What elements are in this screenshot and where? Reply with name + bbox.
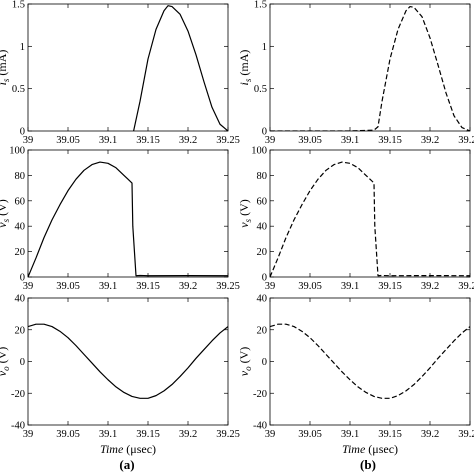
x-tick-label: 39.15 bbox=[136, 135, 160, 146]
x-tick-label: 39.15 bbox=[378, 281, 402, 292]
y-tick-label: 40 bbox=[257, 294, 268, 305]
data-line-0 bbox=[28, 161, 228, 277]
x-tick-label: 39 bbox=[23, 281, 34, 292]
x-tick-label: 39.2 bbox=[179, 135, 197, 146]
y-tick-label: 60 bbox=[15, 196, 26, 207]
y-tick-label: -40 bbox=[11, 421, 25, 432]
x-tick-label: 39.2 bbox=[421, 135, 439, 146]
panel-a-2: 39 39.05 39.1 39.15 39.2 39.25 -40 -20 0 20 40 vo (… bbox=[0, 294, 240, 457]
x-tick-label: 39.2 bbox=[421, 281, 439, 292]
x-tick-label: 39.15 bbox=[378, 135, 402, 146]
y-tick-label: 40 bbox=[15, 222, 26, 233]
y-tick-label: 0 bbox=[20, 127, 25, 138]
y-tick-label: -40 bbox=[253, 421, 267, 432]
x-tick-label: 39.15 bbox=[378, 429, 402, 440]
y-tick-label: 80 bbox=[257, 171, 268, 182]
y-tick-label: 0 bbox=[20, 273, 25, 284]
y-tick-label: 1 bbox=[20, 42, 25, 53]
axes-box bbox=[269, 149, 471, 278]
x-tick-label: 39 bbox=[23, 135, 34, 146]
x-tick-label: 39 bbox=[265, 135, 276, 146]
y-tick-label: 0 bbox=[262, 127, 267, 138]
x-tick-label: 39.05 bbox=[298, 281, 322, 292]
x-axis-label: Time (μsec) bbox=[342, 442, 398, 456]
x-tick-label: 39.25 bbox=[216, 281, 240, 292]
panel-a-1: 39 39.05 39.1 39.15 39.2 39.25 0 20 40 60 80 100 vs … bbox=[0, 146, 240, 293]
x-tick-label: 39.2 bbox=[179, 429, 197, 440]
x-tick-label: 39.25 bbox=[458, 429, 474, 440]
x-tick-label: 39.1 bbox=[99, 429, 117, 440]
x-tick-label: 39.15 bbox=[136, 429, 160, 440]
y-tick-label: 0 bbox=[262, 273, 267, 284]
panel-a-0: 39 39.05 39.1 39.15 39.2 39.25 0 0.5 1 1.5 is (mA) bbox=[0, 0, 240, 146]
y-axis-label: vs (V) bbox=[0, 199, 11, 228]
x-tick-label: 39.15 bbox=[136, 281, 160, 292]
y-tick-label: 40 bbox=[15, 294, 26, 305]
y-tick-label: 40 bbox=[257, 222, 268, 233]
data-line-0 bbox=[133, 5, 228, 131]
x-tick-label: 39.25 bbox=[458, 281, 474, 292]
x-tick-label: 39.1 bbox=[341, 429, 359, 440]
y-axis-label: is (mA) bbox=[0, 50, 11, 86]
panel-b-2: 39 39.05 39.1 39.15 39.2 39.25 -40 -20 0 20 40 vo (… bbox=[237, 294, 474, 457]
y-axis-label: vo (V) bbox=[0, 347, 11, 377]
x-tick-label: 39.05 bbox=[56, 429, 80, 440]
axes-box bbox=[269, 3, 471, 132]
y-tick-label: 100 bbox=[251, 146, 267, 157]
y-tick-label: 20 bbox=[15, 247, 26, 258]
axes-box bbox=[27, 297, 229, 426]
x-tick-label: 39.25 bbox=[458, 135, 474, 146]
x-tick-label: 39.1 bbox=[341, 135, 359, 146]
x-tick-label: 39.05 bbox=[298, 135, 322, 146]
y-tick-label: 20 bbox=[15, 325, 26, 336]
axes-box bbox=[269, 297, 471, 426]
y-tick-label: 1.5 bbox=[254, 0, 267, 11]
y-tick-label: 100 bbox=[9, 146, 25, 157]
panel-b-0: 39 39.05 39.1 39.15 39.2 39.25 0 0.5 1 1.5 is (mA) bbox=[237, 0, 474, 146]
x-tick-label: 39.05 bbox=[298, 429, 322, 440]
y-tick-label: 60 bbox=[257, 196, 268, 207]
plots-layer: 39 39.05 39.1 39.15 39.2 39.25 0 0.5 1 1.5 is (mA)… bbox=[0, 0, 474, 456]
y-axis-label: vo (V) bbox=[237, 347, 253, 377]
y-tick-label: 20 bbox=[257, 325, 268, 336]
data-line-0 bbox=[270, 5, 470, 131]
x-axis-label: Time (μsec) bbox=[100, 442, 156, 456]
x-tick-label: 39.1 bbox=[99, 281, 117, 292]
x-tick-label: 39 bbox=[265, 281, 276, 292]
x-tick-label: 39.25 bbox=[216, 429, 240, 440]
data-line-0 bbox=[270, 161, 470, 277]
y-axis-label: vs (V) bbox=[237, 199, 253, 228]
y-tick-label: 20 bbox=[257, 247, 268, 258]
x-tick-label: 39.05 bbox=[56, 281, 80, 292]
x-tick-label: 39.2 bbox=[179, 281, 197, 292]
panel-label-b: (b) bbox=[360, 457, 376, 472]
y-axis-label: is (mA) bbox=[237, 50, 253, 86]
x-tick-label: 39.1 bbox=[341, 281, 359, 292]
x-tick-label: 39 bbox=[265, 429, 276, 440]
axes-box bbox=[27, 3, 229, 132]
x-tick-label: 39.1 bbox=[99, 135, 117, 146]
x-tick-label: 39.2 bbox=[421, 429, 439, 440]
y-tick-label: 1.5 bbox=[12, 0, 25, 11]
panel-label-a: (a) bbox=[119, 457, 134, 472]
y-tick-label: 0.5 bbox=[12, 84, 25, 95]
x-tick-label: 39 bbox=[23, 429, 34, 440]
y-tick-label: 0.5 bbox=[254, 84, 267, 95]
axes-box bbox=[27, 149, 229, 278]
y-tick-label: -20 bbox=[11, 389, 25, 400]
x-tick-label: 39.05 bbox=[56, 135, 80, 146]
y-tick-label: 80 bbox=[15, 171, 26, 182]
y-tick-label: 0 bbox=[262, 357, 267, 368]
y-tick-label: -20 bbox=[253, 389, 267, 400]
x-tick-label: 39.25 bbox=[216, 135, 240, 146]
y-tick-label: 1 bbox=[262, 42, 267, 53]
data-line-0 bbox=[28, 323, 228, 399]
panel-b-1: 39 39.05 39.1 39.15 39.2 39.25 0 20 40 60 80 100 vs … bbox=[237, 146, 474, 293]
y-tick-label: 0 bbox=[20, 357, 25, 368]
